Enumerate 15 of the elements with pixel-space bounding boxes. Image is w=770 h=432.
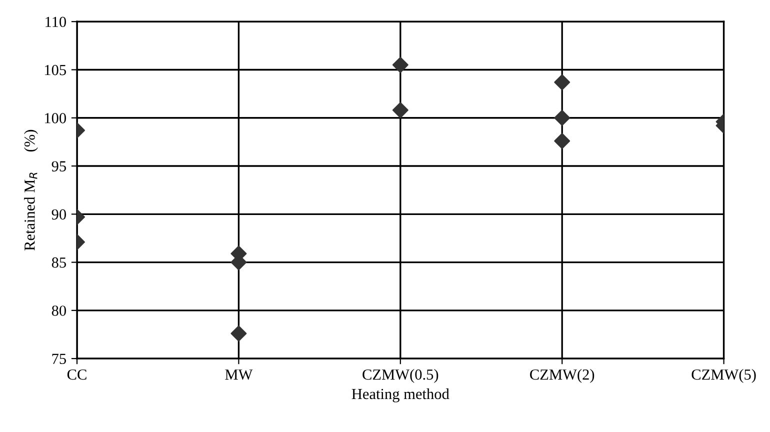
x-axis-title: Heating method: [352, 388, 450, 402]
x-tick-label: CZMW(2): [530, 368, 594, 383]
text: Retained M$_{R}$ (%): [24, 130, 38, 251]
x-tick-label: MW: [225, 370, 253, 380]
y-tick-label: 100: [45, 113, 66, 124]
y-tick-label: 90: [52, 209, 66, 220]
y-tick-label: 85: [52, 257, 66, 268]
x-tick-label: CZMW(0.5): [362, 368, 438, 383]
y-tick-label: 80: [52, 306, 66, 316]
x-tick-label: CZMW(5): [692, 368, 756, 383]
y-tick-label: 95: [52, 161, 66, 172]
y-tick-label: 75: [52, 354, 66, 364]
x-tick-label: CC: [67, 369, 86, 380]
y-tick-label: 110: [46, 16, 66, 28]
y-tick-label: 105: [45, 64, 66, 76]
